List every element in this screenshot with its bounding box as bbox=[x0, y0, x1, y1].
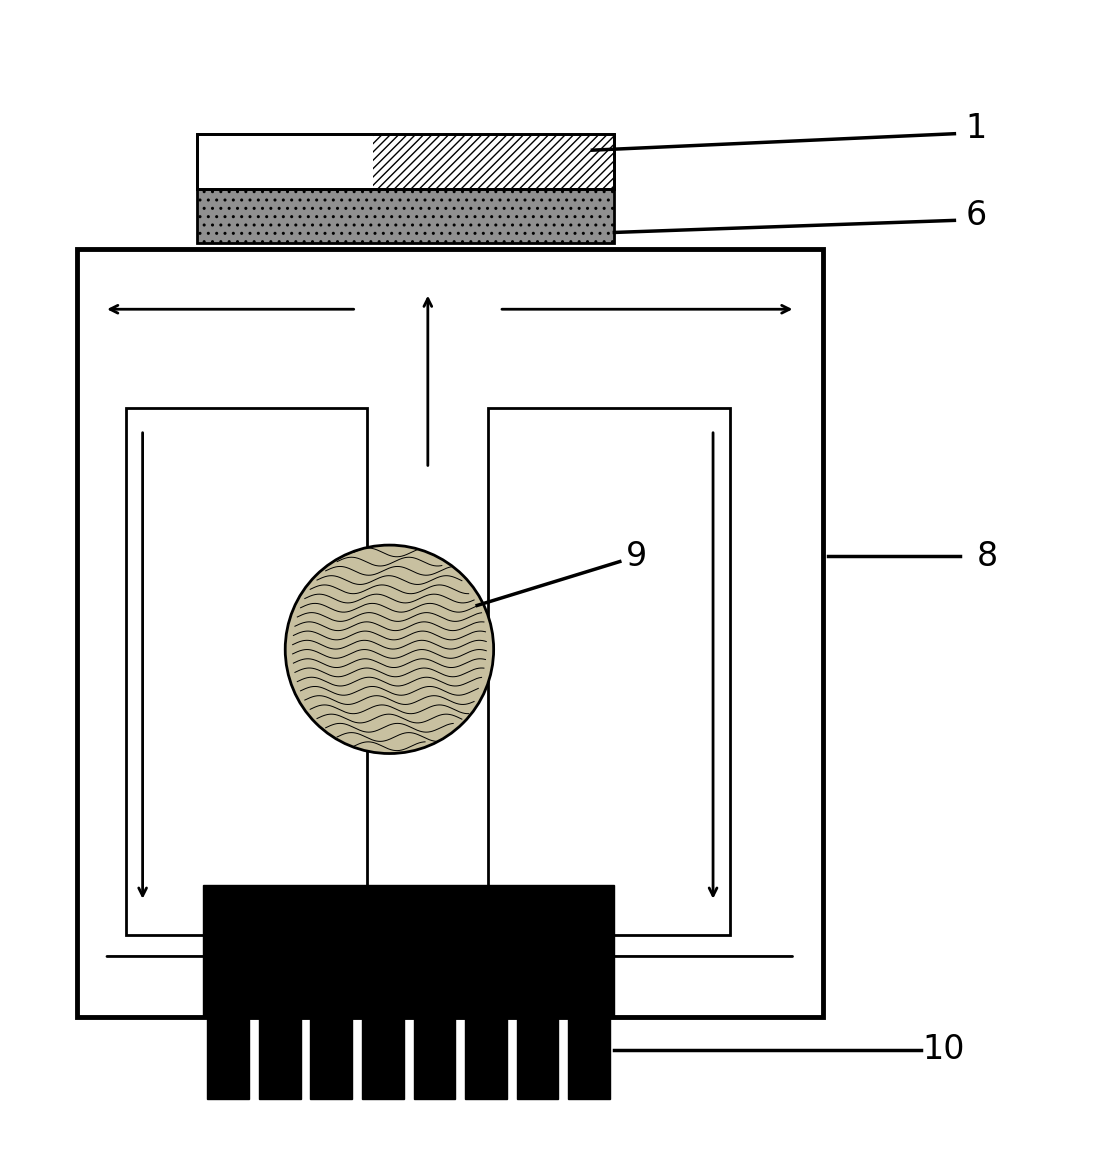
Bar bbox=[197, 134, 614, 188]
Bar bbox=[362, 1017, 404, 1099]
Text: 6: 6 bbox=[965, 200, 987, 232]
Text: 10: 10 bbox=[923, 1033, 964, 1066]
Text: 9: 9 bbox=[625, 540, 647, 572]
Circle shape bbox=[285, 546, 494, 754]
Bar bbox=[488, 408, 730, 934]
Bar bbox=[126, 408, 367, 934]
Bar bbox=[373, 134, 614, 188]
Bar bbox=[197, 188, 614, 244]
Bar bbox=[77, 249, 823, 1017]
Bar bbox=[414, 1017, 455, 1099]
Text: 8: 8 bbox=[976, 540, 998, 572]
Bar bbox=[310, 1017, 352, 1099]
Bar bbox=[517, 1017, 558, 1099]
Bar bbox=[568, 1017, 610, 1099]
Bar bbox=[203, 885, 614, 1017]
Text: 1: 1 bbox=[965, 112, 987, 144]
Bar bbox=[197, 134, 614, 188]
Bar bbox=[259, 1017, 301, 1099]
Bar bbox=[207, 1017, 249, 1099]
Bar bbox=[465, 1017, 507, 1099]
